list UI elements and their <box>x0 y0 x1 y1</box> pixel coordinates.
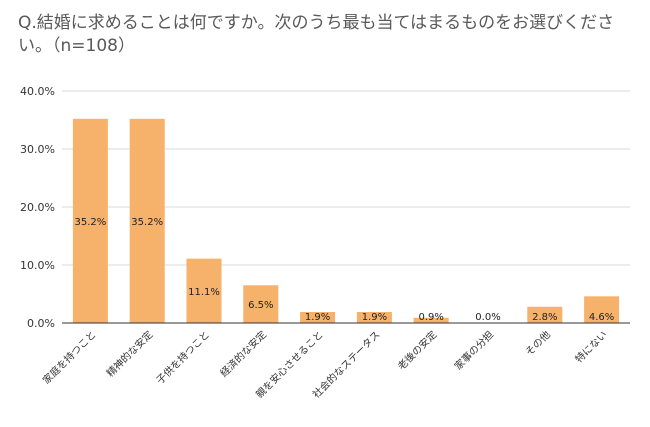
bar <box>300 311 336 323</box>
category-label: 老後の安定 <box>395 328 440 373</box>
data-label: 1.9% <box>305 312 330 323</box>
bar <box>527 306 563 323</box>
bar <box>584 296 620 323</box>
category-label: 子供を持つこと <box>153 328 212 387</box>
bar <box>243 285 279 323</box>
y-axis-tick-labels: 0.0% 10.0% 20.0% 30.0% 40.0% <box>20 85 55 330</box>
bar <box>186 258 222 323</box>
bar <box>72 118 108 323</box>
y-tick-label: 10.0% <box>20 259 55 272</box>
category-label: 家庭を持つこと <box>40 328 99 387</box>
data-label: 35.2% <box>131 217 163 228</box>
data-labels: 35.2% 35.2% 11.1% 6.5% 1.9% 1.9% 0.9% 0.0% 2.8% 4… <box>75 217 615 323</box>
category-label: 家事の分担 <box>452 328 497 373</box>
data-label: 0.9% <box>418 312 443 323</box>
data-label: 6.5% <box>248 300 273 311</box>
bar <box>129 118 165 323</box>
bar <box>356 311 392 323</box>
data-label: 11.1% <box>188 287 220 298</box>
data-label: 2.8% <box>532 312 557 323</box>
chart-title: Q.結婚に求めることは何ですか。次のうち最も当てはまるものをお選びください。（n… <box>18 13 615 56</box>
bars <box>72 118 620 323</box>
y-tick-label: 0.0% <box>27 317 55 330</box>
y-tick-label: 20.0% <box>20 201 55 214</box>
category-label: 経済的な安定 <box>217 328 269 380</box>
data-label: 4.6% <box>589 312 614 323</box>
category-label: 特にない <box>573 329 610 366</box>
category-labels: 家庭を持つこと 精神的な安定 子供を持つこと 経済的な安定親を安心させること社会的なス… <box>40 328 610 401</box>
data-label: 0.0% <box>475 312 500 323</box>
data-label: 35.2% <box>75 217 107 228</box>
data-label: 1.9% <box>362 312 387 323</box>
bar <box>413 317 449 323</box>
category-label: 精神的な安定 <box>104 328 156 380</box>
category-label: その他 <box>523 328 553 358</box>
y-tick-label: 30.0% <box>20 143 55 156</box>
y-tick-label: 40.0% <box>20 85 55 98</box>
